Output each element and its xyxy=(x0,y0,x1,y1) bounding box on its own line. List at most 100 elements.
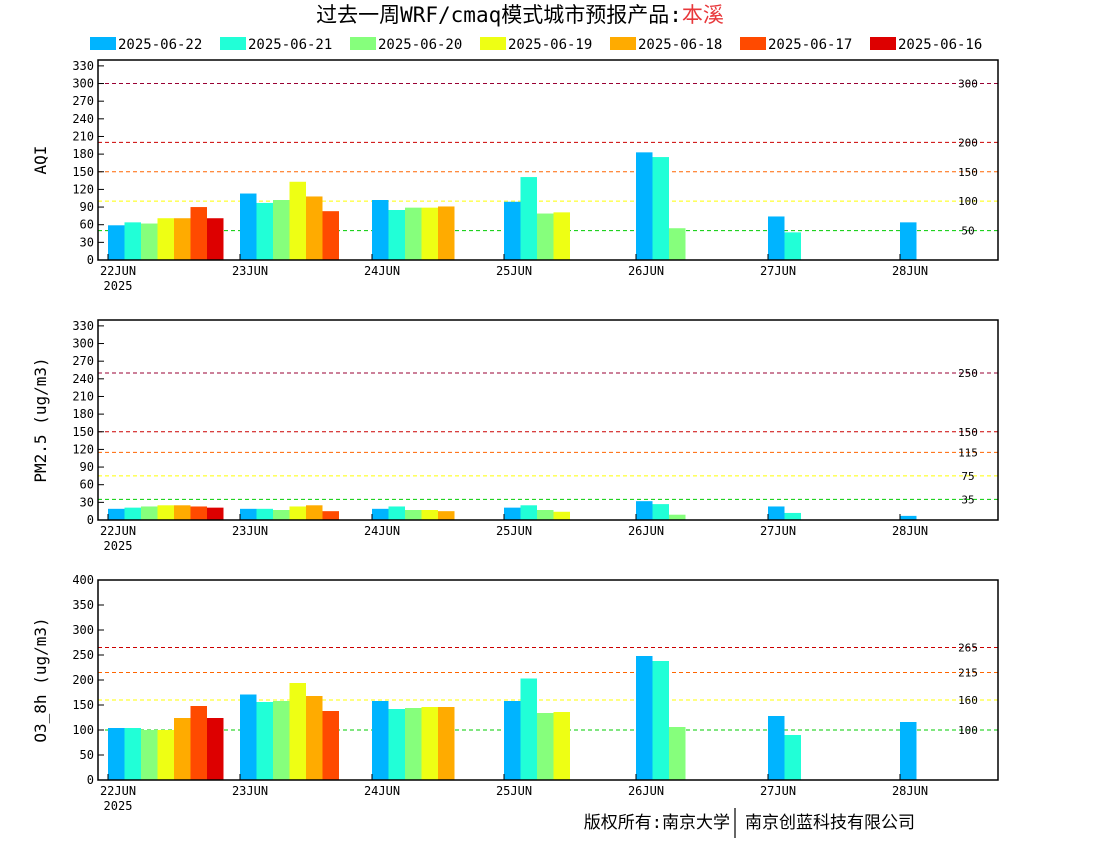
bar xyxy=(504,507,521,520)
y-tick-label: 300 xyxy=(72,623,94,637)
bar xyxy=(388,210,405,260)
copyright-left: 版权所有:南京大学 xyxy=(584,813,730,833)
bar xyxy=(768,216,785,260)
bar xyxy=(190,706,207,780)
x-tick-label: 27JUN xyxy=(760,524,796,538)
y-tick-label: 30 xyxy=(80,235,94,249)
bar xyxy=(141,506,158,520)
bar xyxy=(207,218,224,260)
bar xyxy=(141,730,158,780)
x-tick-label: 24JUN xyxy=(364,524,400,538)
x-tick-label: 26JUN xyxy=(628,264,664,278)
bar xyxy=(784,512,801,520)
bar xyxy=(438,707,455,780)
legend-swatch xyxy=(870,37,896,50)
bar xyxy=(174,218,191,260)
bar xyxy=(405,510,422,520)
y-tick-label: 180 xyxy=(72,147,94,161)
plot-frame xyxy=(97,319,999,521)
bar xyxy=(900,222,917,260)
bar xyxy=(669,727,686,780)
bar xyxy=(553,511,570,520)
bar xyxy=(190,506,207,520)
bar xyxy=(504,201,521,260)
bar xyxy=(141,223,158,260)
bar xyxy=(520,177,537,260)
bar xyxy=(636,656,653,780)
y-tick-label: 240 xyxy=(72,372,94,386)
bar xyxy=(240,508,257,520)
legend-swatch xyxy=(740,37,766,50)
y-tick-label: 270 xyxy=(72,94,94,108)
threshold-label: 35 xyxy=(961,493,974,506)
y-tick-label: 90 xyxy=(80,200,94,214)
threshold-label: 215 xyxy=(958,667,978,680)
bar xyxy=(157,218,174,260)
bar xyxy=(108,225,125,260)
y-tick-label: 330 xyxy=(72,319,94,333)
y-tick-label: 0 xyxy=(87,773,94,787)
bar xyxy=(273,200,290,260)
plot-frame xyxy=(97,59,999,261)
x-tick-label: 24JUN xyxy=(364,784,400,798)
bar xyxy=(388,709,405,780)
legend-label: 2025-06-16 xyxy=(898,37,982,53)
bar xyxy=(669,228,686,260)
bar xyxy=(768,506,785,520)
x-year-label: 2025 xyxy=(104,279,133,293)
bar xyxy=(256,202,273,260)
bar xyxy=(636,501,653,520)
y-tick-label: 300 xyxy=(72,337,94,351)
bar xyxy=(900,515,917,520)
bar xyxy=(388,506,405,520)
y-tick-label: 250 xyxy=(72,648,94,662)
legend-label: 2025-06-22 xyxy=(118,37,202,53)
bar xyxy=(768,716,785,780)
bar xyxy=(537,713,554,780)
y-tick-label: 60 xyxy=(80,218,94,232)
y-tick-label: 0 xyxy=(87,253,94,267)
bar xyxy=(273,510,290,520)
x-tick-label: 26JUN xyxy=(628,524,664,538)
x-tick-label: 24JUN xyxy=(364,264,400,278)
legend-label: 2025-06-17 xyxy=(768,37,852,53)
bar xyxy=(636,152,653,260)
threshold-label: 150 xyxy=(958,166,978,179)
bar xyxy=(256,508,273,520)
copyright-right: 南京创蓝科技有限公司 xyxy=(745,813,915,833)
bar xyxy=(207,507,224,520)
bar xyxy=(157,505,174,520)
bar xyxy=(108,728,125,780)
bar xyxy=(652,661,669,780)
bar xyxy=(438,206,455,260)
bar xyxy=(124,222,141,260)
bar xyxy=(306,696,323,780)
bar xyxy=(652,504,669,520)
x-tick-label: 25JUN xyxy=(496,784,532,798)
bar xyxy=(124,728,141,780)
y-tick-label: 30 xyxy=(80,495,94,509)
bar xyxy=(421,207,438,260)
bar xyxy=(322,511,339,520)
bar xyxy=(438,511,455,520)
x-tick-label: 23JUN xyxy=(232,524,268,538)
bar xyxy=(207,718,224,780)
bar xyxy=(322,211,339,260)
x-tick-label: 23JUN xyxy=(232,264,268,278)
threshold-label: 100 xyxy=(958,724,978,737)
y-tick-label: 350 xyxy=(72,598,94,612)
y-tick-label: 180 xyxy=(72,407,94,421)
y-tick-label: 400 xyxy=(72,573,94,587)
legend-label: 2025-06-19 xyxy=(508,37,592,53)
bar xyxy=(553,212,570,260)
bar xyxy=(157,730,174,780)
y-tick-label: 330 xyxy=(72,59,94,73)
bar xyxy=(553,712,570,780)
bar xyxy=(256,702,273,780)
threshold-label: 50 xyxy=(961,225,974,238)
bar xyxy=(372,508,389,520)
threshold-label: 300 xyxy=(958,78,978,91)
legend-swatch xyxy=(480,37,506,50)
legend-label: 2025-06-18 xyxy=(638,37,722,53)
legend-swatch xyxy=(350,37,376,50)
